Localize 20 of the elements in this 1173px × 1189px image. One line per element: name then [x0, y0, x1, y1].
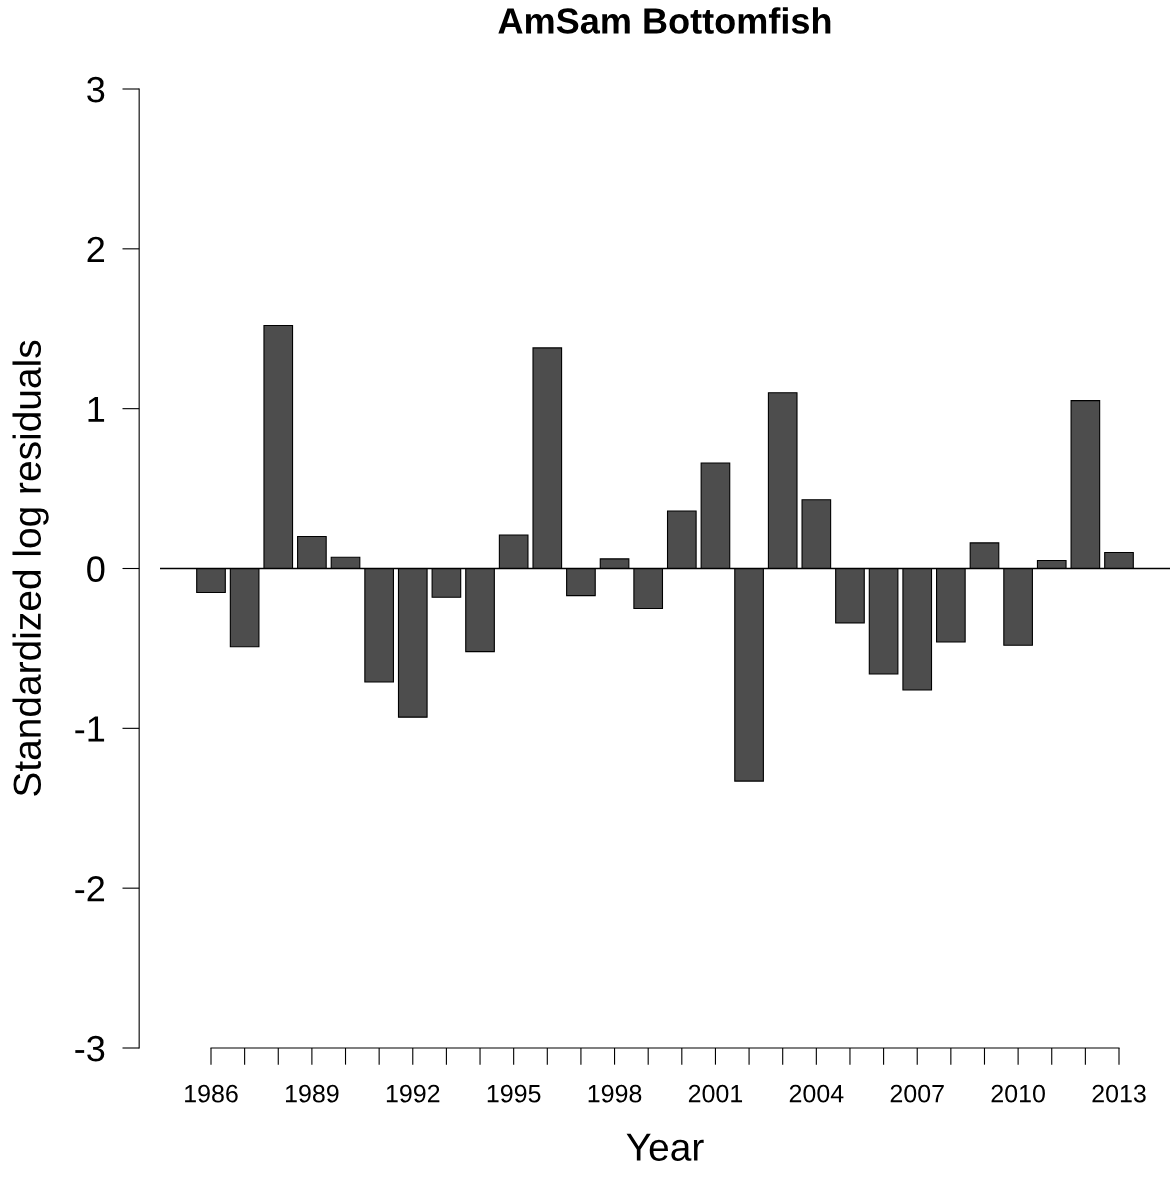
x-tick-label: 1995 — [487, 1084, 541, 1103]
y-axis-title: Standardized log residuals — [12, 340, 49, 796]
x-tick-label: 2007 — [890, 1084, 944, 1103]
x-tick-label: 2004 — [789, 1084, 844, 1103]
y-tick-label: 2 — [87, 236, 105, 262]
y-tick-label: -2 — [75, 876, 105, 902]
x-tick-label: 1998 — [588, 1084, 642, 1103]
x-tick-label: 2010 — [991, 1084, 1045, 1103]
y-tick-label: 1 — [88, 396, 105, 422]
x-tick-label: 2013 — [1092, 1084, 1146, 1103]
y-tick-label: -1 — [75, 716, 105, 742]
x-tick-label: 1992 — [386, 1084, 440, 1103]
chart-title: AmSam Bottomfish — [498, 7, 831, 34]
y-tick-label: 3 — [87, 76, 105, 103]
x-axis-title: Year — [626, 1133, 704, 1161]
x-tick-label: 1986 — [185, 1084, 238, 1103]
x-tick-label: 2001 — [688, 1084, 743, 1103]
x-tick-label: 1989 — [285, 1084, 339, 1103]
y-tick-label: 0 — [87, 556, 105, 582]
y-tick-label: -3 — [75, 1035, 105, 1062]
